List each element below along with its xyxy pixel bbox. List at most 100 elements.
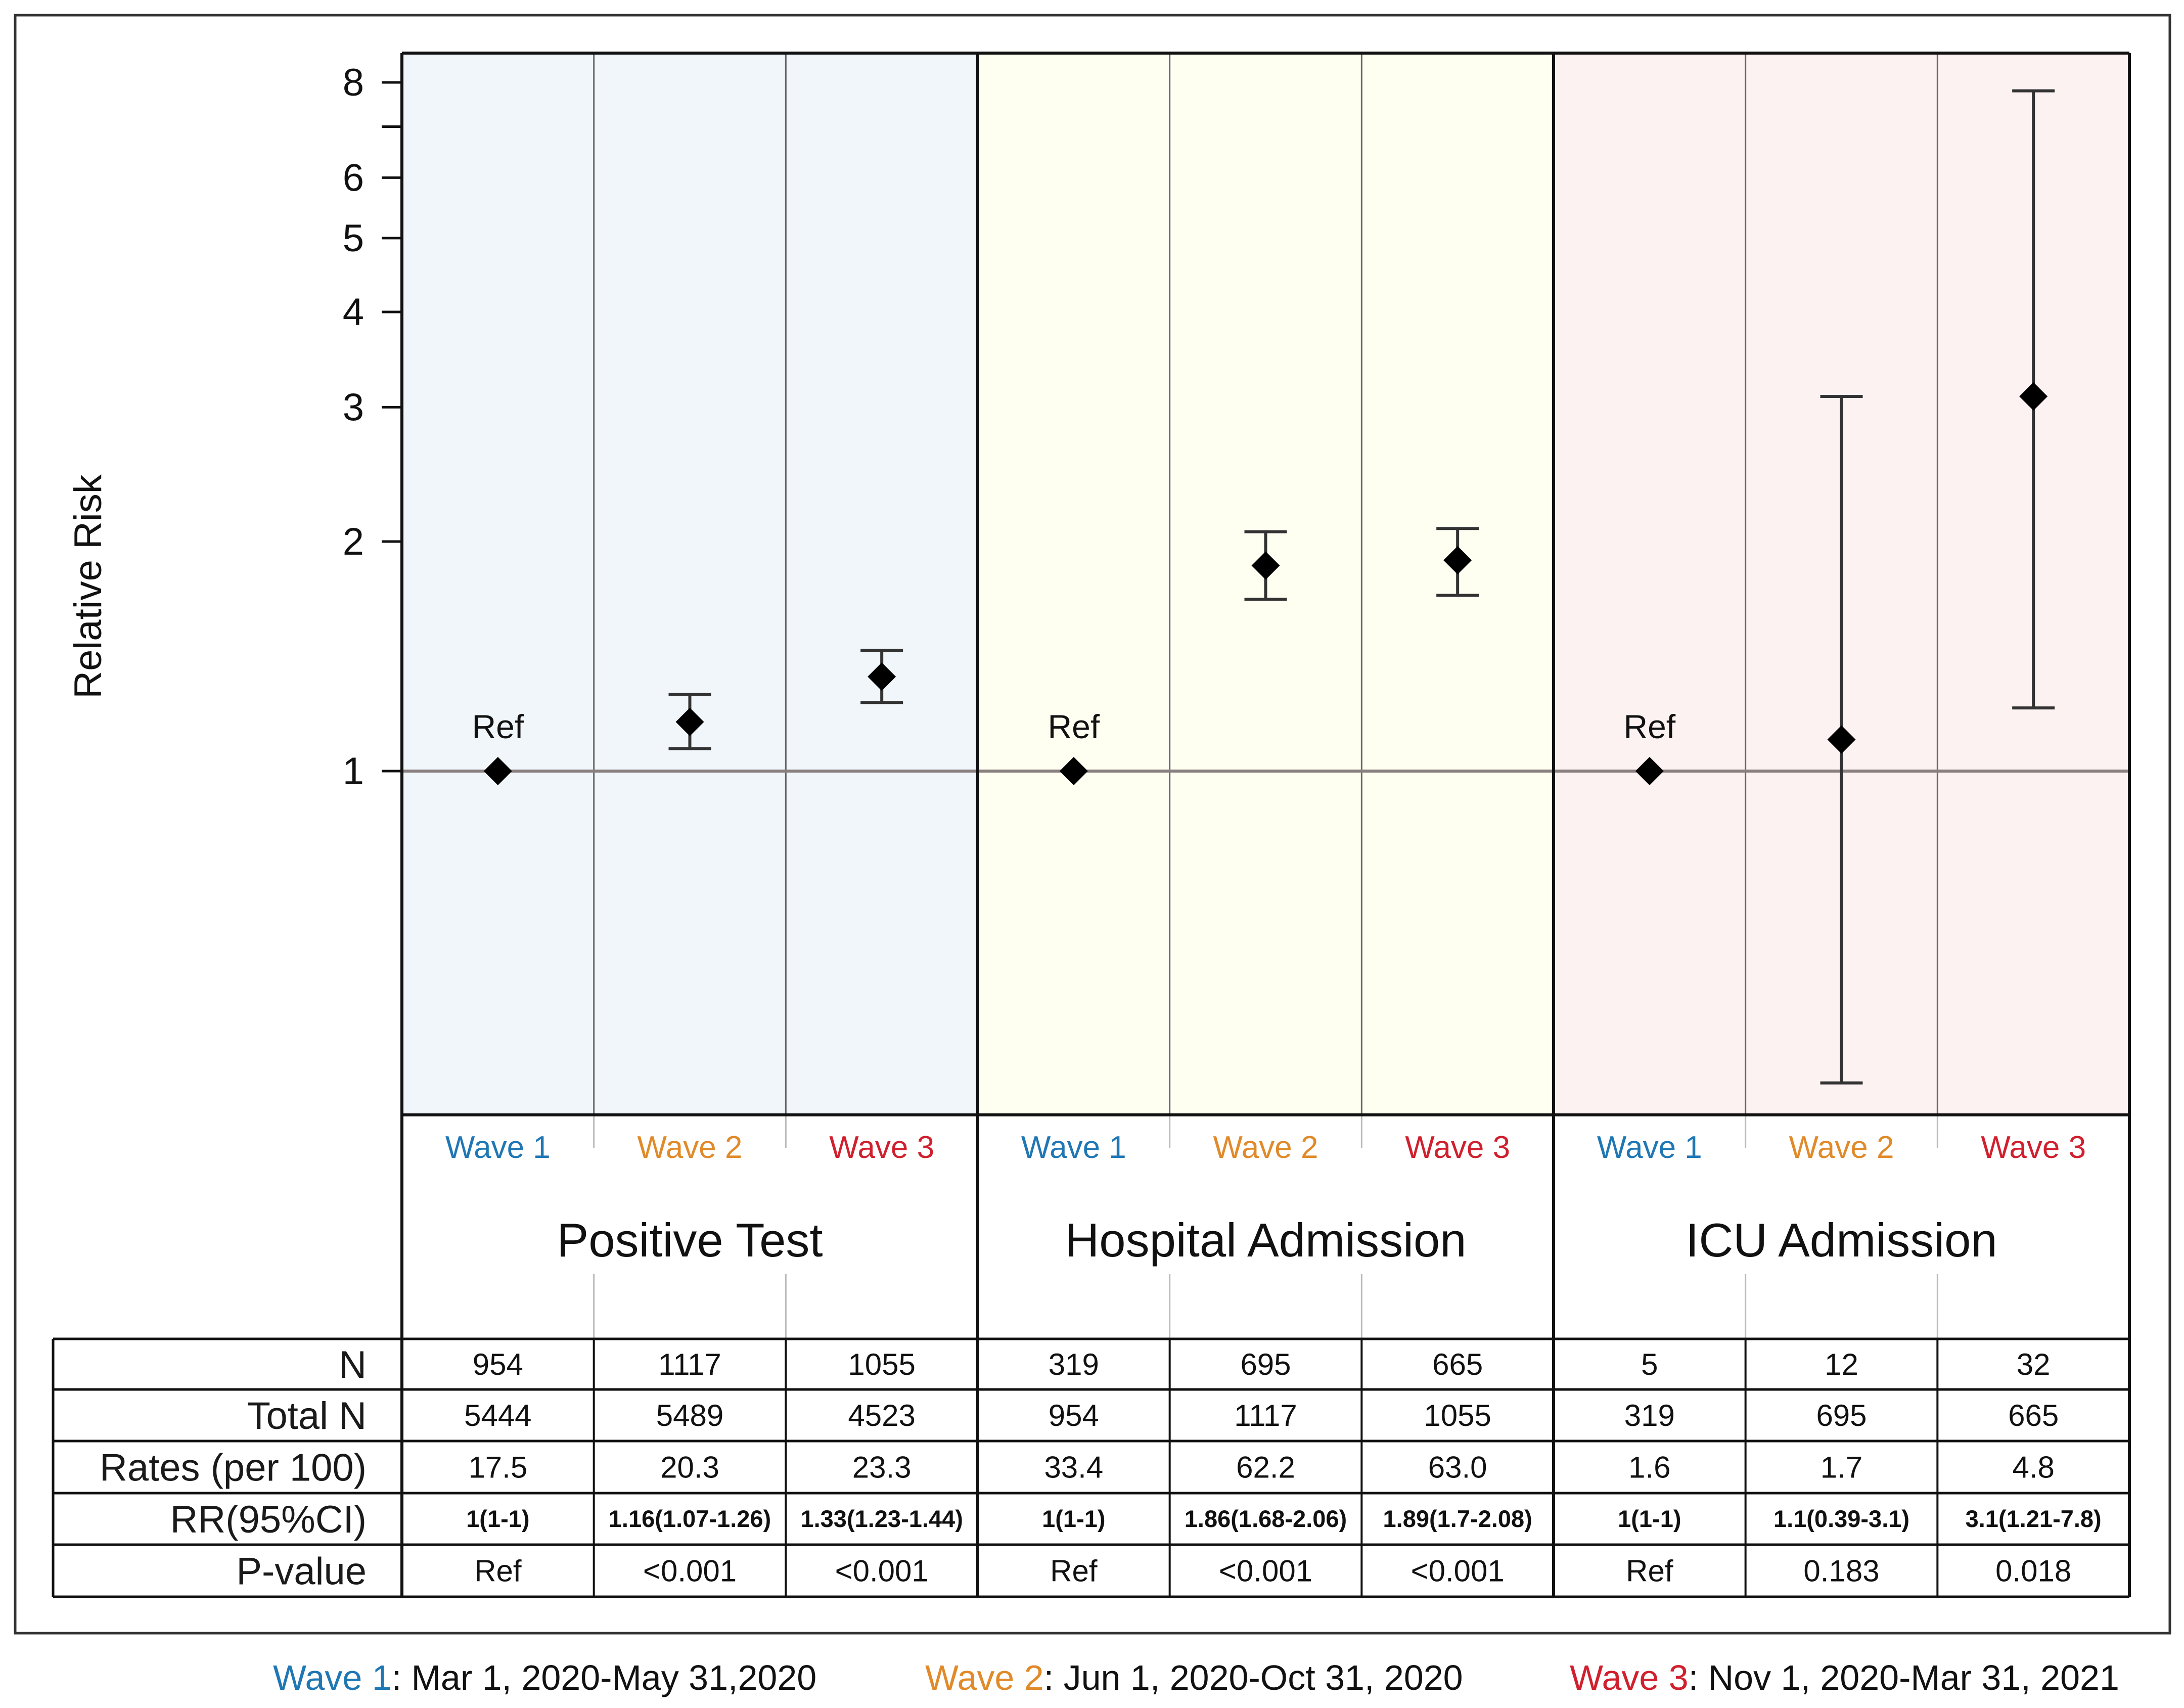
table-cell: 1(1-1)	[1618, 1505, 1681, 1532]
panel-frames	[400, 52, 2131, 1597]
table-cell: 5489	[656, 1399, 723, 1432]
table-cell: 319	[1624, 1399, 1675, 1432]
table-cell: 63.0	[1428, 1451, 1487, 1485]
table-row-label: RR(95%CI)	[170, 1498, 367, 1541]
wave-label: Wave 1	[1021, 1130, 1126, 1165]
ref-label: Ref	[1623, 708, 1675, 745]
estimate-marks: Ref Ref Ref	[472, 89, 2055, 1085]
legend-date-range: : Mar 1, 2020-May 31,2020	[392, 1658, 816, 1697]
y-axis-label: Relative Risk	[67, 474, 110, 698]
group-title: Positive Test	[557, 1213, 823, 1267]
legend-date-range: : Jun 1, 2020-Oct 31, 2020	[1044, 1658, 1463, 1697]
table-cell: 1.33(1.23-1.44)	[800, 1505, 963, 1532]
table-cell: 1117	[1234, 1399, 1297, 1432]
wave-label: Wave 2	[1213, 1130, 1318, 1165]
table-cell: 1.89(1.7-2.08)	[1383, 1505, 1532, 1532]
table-cell: 695	[1816, 1399, 1867, 1432]
group-title: ICU Admission	[1686, 1213, 1997, 1267]
table-cell: 1(1-1)	[1042, 1505, 1105, 1532]
table-cell: 1.6	[1628, 1451, 1670, 1485]
table-cell: 20.3	[660, 1451, 719, 1485]
table-cell: 1055	[1424, 1399, 1491, 1432]
group-background-1	[402, 53, 978, 1115]
outer-frame	[14, 14, 2171, 1635]
table-cell: 954	[473, 1347, 523, 1381]
table-cell: 1117	[658, 1347, 721, 1381]
y-axis: 1 2 3 4 5 6 8	[343, 61, 402, 793]
estimate-diamond	[2019, 382, 2048, 411]
table-cell: 17.5	[468, 1451, 527, 1485]
table-cell: 1(1-1)	[466, 1505, 529, 1532]
table-cell: 1.86(1.68-2.06)	[1185, 1505, 1347, 1532]
table-cell: 1.1(0.39-3.1)	[1773, 1505, 1909, 1532]
table-cell: 665	[1432, 1347, 1483, 1381]
table-cell: 33.4	[1044, 1451, 1103, 1485]
table-row-label: N	[339, 1343, 367, 1386]
legend-entry: Wave 2: Jun 1, 2020-Oct 31, 2020	[925, 1658, 1463, 1697]
legend-entry: Wave 1: Mar 1, 2020-May 31,2020	[273, 1658, 816, 1697]
estimate-diamond	[868, 662, 896, 691]
estimate-diamond	[1827, 725, 1856, 754]
table-cell: <0.001	[1219, 1554, 1312, 1588]
wave-label: Wave 3	[1405, 1130, 1510, 1165]
table-cell: 5	[1641, 1347, 1658, 1381]
wave-label: Wave 2	[638, 1130, 743, 1165]
estimate-diamond	[675, 707, 704, 736]
estimate-diamond	[1059, 757, 1088, 785]
group-title: Hospital Admission	[1065, 1213, 1466, 1267]
summary-table: N 954 1117 1055 319 695 665 5 12 32 Total N 5444 548…	[52, 1337, 2129, 1598]
table-cell: 5444	[464, 1399, 531, 1432]
legend-wave-label: Wave 1	[273, 1658, 392, 1697]
estimate-diamond	[1443, 546, 1472, 575]
table-cell: 954	[1049, 1399, 1099, 1432]
wave-label: Wave 1	[1597, 1130, 1702, 1165]
wave-label: Wave 3	[829, 1130, 934, 1165]
legend-date-range: : Nov 1, 2020-Mar 31, 2021	[1689, 1658, 2119, 1697]
legend-wave-label: Wave 2	[925, 1658, 1044, 1697]
table-cell: 32	[2017, 1347, 2051, 1381]
table-cell: <0.001	[643, 1554, 737, 1588]
table-cell: <0.001	[835, 1554, 929, 1588]
table-cell: 319	[1049, 1347, 1099, 1381]
y-tick-label: 4	[343, 291, 364, 334]
ref-label: Ref	[472, 708, 524, 745]
table-cell: Ref	[1050, 1554, 1098, 1588]
estimate-diamond	[483, 757, 512, 785]
y-tick-label: 8	[343, 61, 364, 104]
table-row-label: Total N	[247, 1395, 367, 1437]
table-cell: 12	[1825, 1347, 1858, 1381]
table-cell: Ref	[474, 1554, 522, 1588]
ref-label: Ref	[1048, 708, 1100, 745]
table-cell: 1.16(1.07-1.26)	[609, 1505, 771, 1532]
wave-labels: Wave 1 Wave 2 Wave 3 Wave 1 Wave 2 Wave 3 Wave…	[445, 1130, 2086, 1165]
y-tick-label: 2	[343, 520, 364, 563]
table-cell: <0.001	[1411, 1554, 1505, 1588]
table-cell: 4.8	[2012, 1451, 2054, 1485]
wave-label: Wave 2	[1789, 1130, 1894, 1165]
table-cell: 695	[1240, 1347, 1291, 1381]
table-row-label: Rates (per 100)	[100, 1447, 367, 1490]
table-cell: 62.2	[1236, 1451, 1295, 1485]
table-cell: 0.018	[1995, 1554, 2071, 1588]
y-tick-label: 5	[343, 217, 364, 260]
table-cell: 4523	[848, 1399, 915, 1432]
table-cell: 1055	[848, 1347, 915, 1381]
wave-label: Wave 1	[445, 1130, 551, 1165]
wave-legend: Wave 1: Mar 1, 2020-May 31,2020 Wave 2: J…	[273, 1658, 2119, 1697]
legend-wave-label: Wave 3	[1570, 1658, 1689, 1697]
y-tick-label: 6	[343, 156, 364, 199]
column-separators	[593, 53, 1938, 1339]
table-row-label: P-value	[236, 1550, 367, 1593]
table-cell: 3.1(1.21-7.8)	[1966, 1505, 2102, 1532]
wave-label: Wave 3	[1981, 1130, 2086, 1165]
group-titles: Positive Test Hospital Admission ICU Admis…	[557, 1213, 1997, 1267]
estimate-diamond	[1251, 551, 1280, 580]
table-cell: Ref	[1626, 1554, 1673, 1588]
legend-entry: Wave 3: Nov 1, 2020-Mar 31, 2021	[1570, 1658, 2119, 1697]
estimate-diamond	[1635, 757, 1664, 785]
y-tick-label: 1	[343, 750, 364, 793]
table-cell: 23.3	[852, 1451, 912, 1485]
y-tick-label: 3	[343, 386, 364, 429]
table-cell: 0.183	[1803, 1554, 1879, 1588]
